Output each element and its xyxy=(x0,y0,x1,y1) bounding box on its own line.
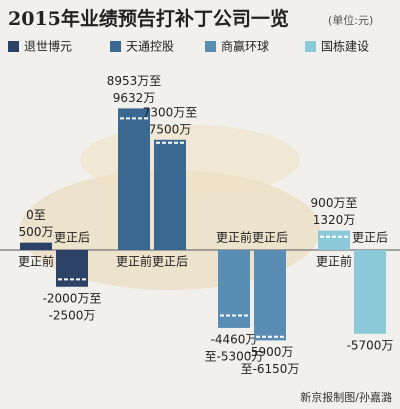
bar xyxy=(56,250,88,287)
value-label: -2500万 xyxy=(49,308,96,322)
value-label: -5900万 xyxy=(247,345,294,359)
unit-note: (单位:元) xyxy=(328,13,373,27)
bar xyxy=(318,230,350,250)
legend-swatch xyxy=(205,41,216,52)
value-label: -2000万至 xyxy=(43,291,102,305)
bar-category-label: 更正后 xyxy=(352,231,388,245)
value-label: 1320万 xyxy=(313,213,356,227)
value-label: -4460万 xyxy=(211,332,258,346)
bar xyxy=(20,242,52,250)
legend-swatch xyxy=(110,41,121,52)
bar xyxy=(254,250,286,341)
bar-category-label: 更正后 xyxy=(252,231,288,245)
value-label: 至-5300万 xyxy=(205,349,264,363)
bar xyxy=(118,108,150,250)
value-label: -5700万 xyxy=(347,338,394,352)
value-label: 8953万至 xyxy=(107,74,162,88)
value-label: 7500万 xyxy=(149,122,192,136)
chart-title: 2015年业绩预告打补丁公司一览 xyxy=(8,7,289,30)
legend-label: 商赢环球 xyxy=(221,39,269,54)
credit: 新京报制图/孙嘉潞 xyxy=(300,390,392,404)
bar-category-label: 更正前 xyxy=(216,230,252,245)
legend-label: 天通控股 xyxy=(126,40,174,54)
value-label: 至-6150万 xyxy=(241,362,300,376)
bar-category-label: 更正后 xyxy=(54,231,90,245)
value-label: 7300万至 xyxy=(143,105,198,119)
value-label: 0至 xyxy=(26,208,46,222)
legend-swatch xyxy=(305,41,316,52)
value-label: 500万 xyxy=(19,225,54,239)
value-label: 900万至 xyxy=(311,196,358,210)
value-label: 9632万 xyxy=(113,91,156,105)
legend-label: 国栋建设 xyxy=(321,39,369,54)
bar xyxy=(354,250,386,334)
legend-swatch xyxy=(8,41,19,52)
bar-category-label: 更正前 xyxy=(316,254,352,269)
bar-category-label: 更正前 xyxy=(116,254,152,269)
bar-category-label: 更正前 xyxy=(18,254,54,269)
legend-label: 退世博元 xyxy=(24,39,72,54)
bar xyxy=(154,139,186,250)
bar-category-label: 更正后 xyxy=(152,255,188,269)
